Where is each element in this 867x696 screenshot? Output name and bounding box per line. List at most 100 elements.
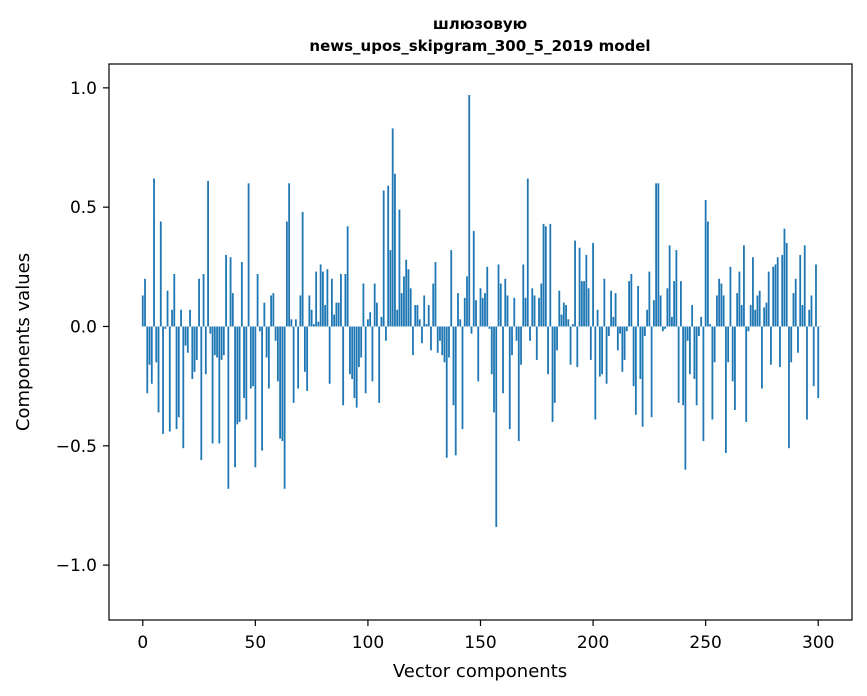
bar-67 (292, 326, 295, 403)
bar-195 (580, 281, 583, 327)
bar-30 (209, 326, 212, 334)
chart-title: шлюзовую (433, 15, 527, 33)
bar-219 (634, 326, 637, 415)
bar-157 (495, 326, 498, 527)
bar-297 (810, 295, 813, 327)
x-tick-label: 300 (802, 633, 834, 653)
bar-151 (481, 297, 484, 327)
bar-83 (328, 326, 331, 384)
bar-263 (734, 326, 736, 411)
bar-247 (698, 326, 700, 337)
bar-203 (598, 326, 601, 377)
y-tick-label: 0.5 (70, 198, 97, 218)
bar-200 (592, 242, 594, 327)
bar-206 (605, 326, 608, 384)
bar-124 (421, 326, 423, 344)
bar-108 (385, 326, 387, 341)
bar-223 (643, 326, 646, 337)
bar-130 (434, 262, 437, 327)
bar-170 (524, 297, 527, 327)
bar-182 (551, 326, 554, 422)
bar-168 (520, 326, 522, 365)
bar-271 (752, 257, 754, 327)
bar-176 (538, 297, 540, 327)
bar-20 (186, 326, 189, 353)
bar-283 (779, 326, 781, 368)
bar-270 (749, 305, 752, 327)
x-axis-label: Vector components (393, 661, 567, 682)
bar-167 (517, 326, 520, 442)
bar-255 (716, 295, 718, 327)
bar-5 (153, 178, 155, 327)
bar-279 (770, 326, 772, 365)
bar-56 (267, 326, 270, 389)
bar-91 (346, 226, 349, 327)
bar-194 (578, 247, 581, 327)
bar-213 (621, 326, 624, 372)
bar-51 (256, 273, 259, 327)
bar-268 (745, 326, 748, 422)
bar-248 (700, 316, 703, 327)
bar-284 (781, 254, 784, 327)
bar-184 (556, 326, 558, 351)
bar-86 (335, 302, 338, 327)
bar-239 (679, 281, 682, 327)
bar-228 (655, 183, 658, 327)
bar-199 (589, 326, 592, 360)
bar-178 (542, 223, 545, 327)
bar-165 (513, 297, 516, 327)
bar-293 (801, 305, 804, 327)
bar-28 (204, 326, 207, 375)
y-axis: 1.0 0.5 0.0 −0.5 −1.0 (56, 79, 109, 576)
bar-291 (797, 326, 799, 353)
bar-254 (713, 326, 716, 363)
bar-38 (227, 326, 230, 489)
bar-294 (803, 245, 806, 327)
bar-172 (529, 326, 531, 341)
bar-238 (677, 326, 680, 403)
bar-92 (349, 326, 351, 375)
bar-256 (718, 278, 721, 327)
bar-118 (407, 269, 410, 327)
bar-39 (229, 257, 232, 327)
bar-265 (738, 271, 741, 327)
bar-127 (427, 305, 430, 327)
bar-273 (756, 295, 759, 327)
bar-214 (623, 326, 626, 360)
bar-216 (628, 281, 630, 327)
x-tick-label: 150 (464, 633, 496, 653)
bar-34 (218, 326, 221, 444)
bar-281 (774, 264, 777, 327)
bar-57 (270, 295, 273, 327)
bar-198 (587, 288, 590, 327)
bar-18 (182, 326, 185, 449)
bar-60 (276, 326, 279, 382)
bar-14 (173, 273, 176, 327)
bar-266 (740, 305, 743, 327)
bar-246 (695, 326, 698, 406)
bar-8 (159, 221, 162, 327)
bar-125 (423, 295, 426, 327)
bar-116 (403, 276, 405, 327)
bar-227 (652, 300, 655, 327)
bar-295 (806, 326, 808, 420)
bar-100 (367, 319, 369, 327)
bar-274 (758, 290, 761, 327)
bar-192 (574, 240, 576, 327)
bar-285 (783, 228, 786, 327)
bar-132 (439, 326, 441, 341)
bar-81 (324, 305, 327, 327)
bar-6 (155, 326, 158, 363)
bar-204 (601, 326, 603, 375)
bar-7 (157, 326, 160, 413)
bar-47 (247, 183, 250, 327)
bar-288 (790, 326, 793, 363)
bar-111 (391, 128, 394, 327)
bar-21 (189, 309, 191, 327)
bar-190 (569, 326, 572, 365)
bar-44 (240, 262, 243, 327)
bar-166 (515, 326, 518, 341)
bar-77 (315, 271, 318, 327)
bar-183 (553, 326, 556, 403)
bar-63 (283, 326, 286, 489)
